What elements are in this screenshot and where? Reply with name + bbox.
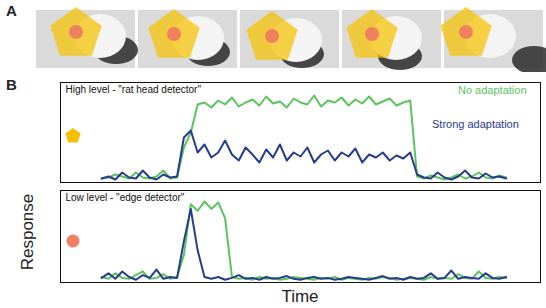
html-text:Response: Response (18, 193, 37, 271)
html-text:No adaptation: No adaptation (458, 84, 527, 96)
svg-text:High level - "rat head detecto: High level - "rat head detector" (66, 84, 202, 95)
svg-text:Low level - "edge detector": Low level - "edge detector" (66, 192, 185, 203)
html-text:Time: Time (281, 287, 319, 306)
html-text:Strong adaptation: Strong adaptation (432, 118, 519, 130)
html-text:B: B (6, 76, 17, 93)
html-text:A: A (6, 2, 17, 19)
